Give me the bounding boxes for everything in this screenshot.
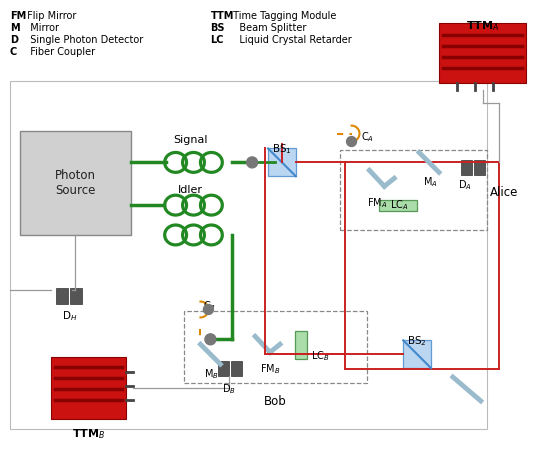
Text: C$_A$: C$_A$ <box>361 131 375 144</box>
Bar <box>474 161 485 175</box>
Text: M$_B$: M$_B$ <box>205 367 219 381</box>
Bar <box>184 312 367 383</box>
Text: Signal: Signal <box>173 135 208 145</box>
Bar <box>295 331 307 359</box>
Text: Fiber Coupler: Fiber Coupler <box>24 47 95 57</box>
Bar <box>51 357 126 419</box>
Bar <box>218 361 229 376</box>
Text: Bob: Bob <box>264 395 287 408</box>
Bar <box>379 200 417 211</box>
Text: C: C <box>10 47 17 57</box>
Text: D$_B$: D$_B$ <box>222 382 236 396</box>
Text: D: D <box>10 35 18 45</box>
Text: TTM: TTM <box>211 11 234 21</box>
Text: M$_A$: M$_A$ <box>423 175 438 189</box>
Text: Photon
Source: Photon Source <box>55 169 96 197</box>
Bar <box>56 288 68 303</box>
Bar <box>403 340 431 368</box>
Text: BS$_1$: BS$_1$ <box>272 142 292 157</box>
Text: Liquid Crystal Retarder: Liquid Crystal Retarder <box>230 35 352 45</box>
Text: FM$_B$: FM$_B$ <box>260 362 280 376</box>
Circle shape <box>205 334 216 345</box>
Circle shape <box>204 304 213 314</box>
Text: M: M <box>10 23 19 33</box>
Text: Idler: Idler <box>178 185 203 195</box>
Bar <box>70 288 82 303</box>
Text: Mirror: Mirror <box>24 23 58 33</box>
Text: LC$_A$: LC$_A$ <box>390 198 409 212</box>
Text: BS$_2$: BS$_2$ <box>408 334 427 348</box>
Text: TTM$_A$: TTM$_A$ <box>466 19 499 33</box>
Circle shape <box>346 136 356 147</box>
Circle shape <box>246 157 257 168</box>
Text: Beam Splitter: Beam Splitter <box>230 23 307 33</box>
Text: LC$_B$: LC$_B$ <box>311 349 329 363</box>
Text: FM$_A$: FM$_A$ <box>367 196 388 210</box>
Bar <box>10 81 487 429</box>
Bar <box>461 161 472 175</box>
Text: TTM$_B$: TTM$_B$ <box>72 427 105 440</box>
Text: Single Photon Detector: Single Photon Detector <box>24 35 143 45</box>
Bar <box>268 148 296 177</box>
Text: Time Tagging Module: Time Tagging Module <box>230 11 337 21</box>
Text: BS: BS <box>211 23 225 33</box>
Text: C$_B$: C$_B$ <box>204 299 217 313</box>
Bar <box>20 131 131 235</box>
Text: Alice: Alice <box>490 186 518 199</box>
Text: D$_H$: D$_H$ <box>62 309 77 324</box>
Text: LC: LC <box>211 35 224 45</box>
Text: Flip Mirror: Flip Mirror <box>24 11 76 21</box>
Text: FM: FM <box>10 11 26 21</box>
Bar <box>439 23 526 83</box>
Bar <box>339 151 487 230</box>
Text: D$_A$: D$_A$ <box>458 178 472 192</box>
Bar <box>231 361 242 376</box>
